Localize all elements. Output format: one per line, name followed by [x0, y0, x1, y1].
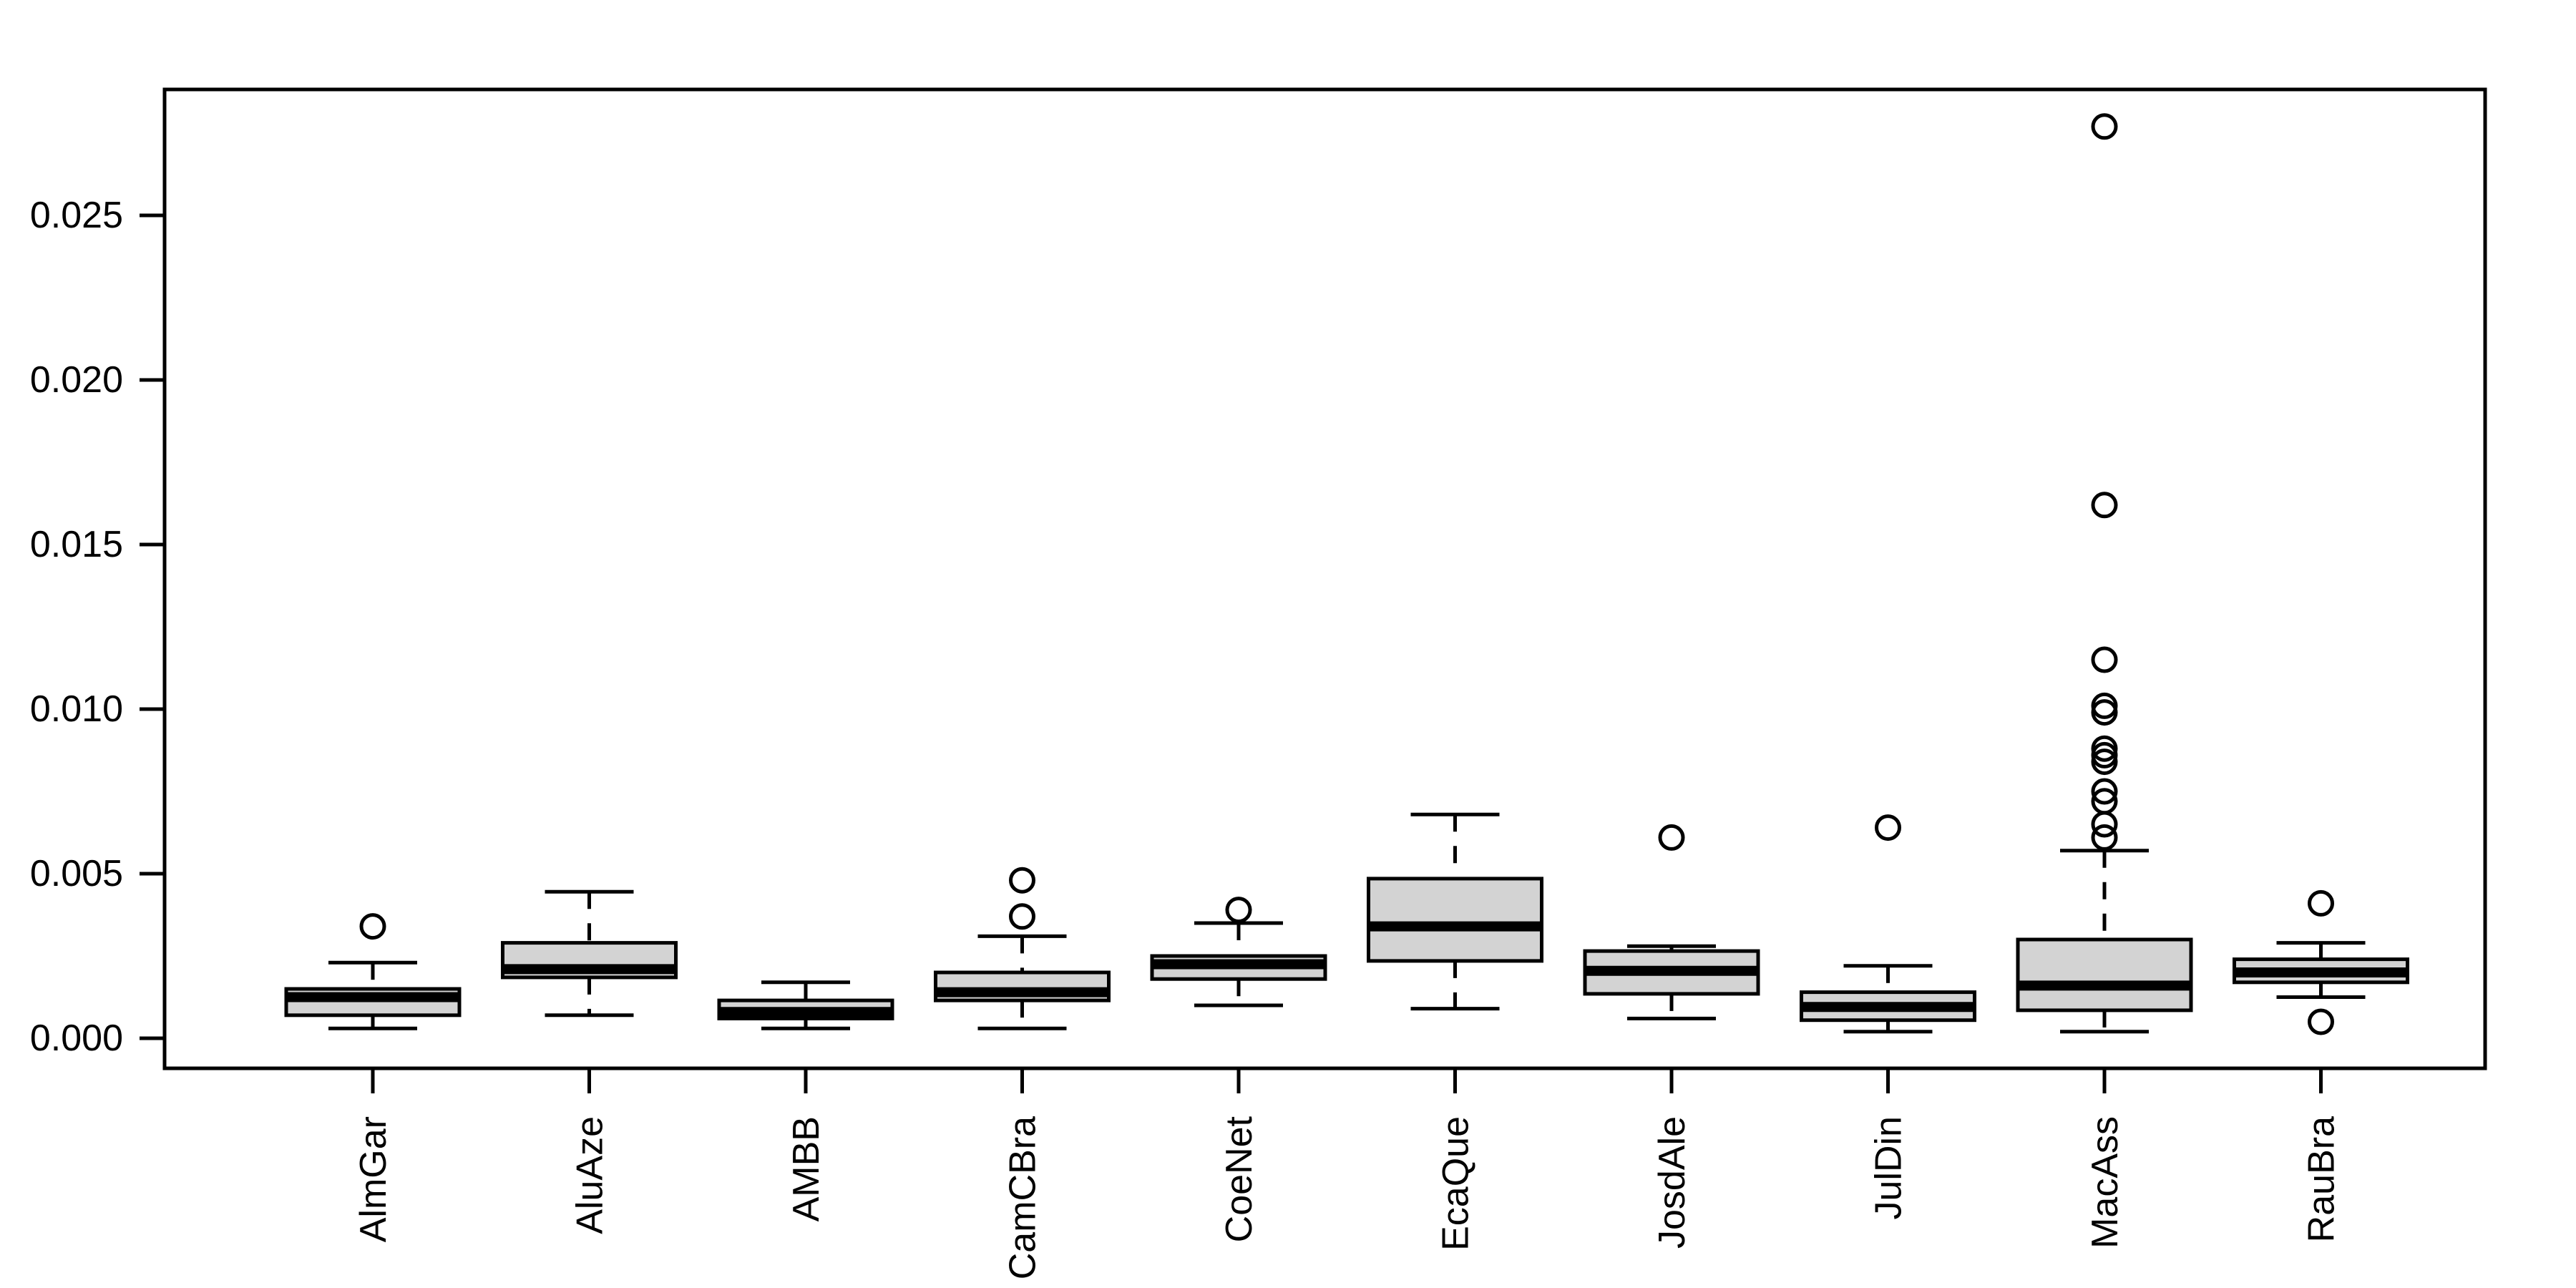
y-axis-tick-label: 0.005 — [30, 853, 123, 894]
outlier-point — [2091, 113, 2118, 140]
outlier-point — [2091, 646, 2118, 673]
boxplot-group-JosdAle: JosdAle — [1583, 824, 1760, 1249]
outlier-point — [1225, 897, 1252, 924]
outlier-point — [1009, 867, 1035, 894]
iqr-box — [1367, 877, 1543, 963]
boxplot-group-CoeNet: CoeNet — [1150, 897, 1327, 1242]
outlier-point — [2308, 889, 2334, 917]
outlier-point — [359, 913, 386, 940]
boxplot-group-JulDin: JulDin — [1800, 814, 1976, 1220]
outlier-point — [2091, 492, 2118, 519]
outlier-point — [2091, 778, 2118, 805]
boxplot-group-AlmGar: AlmGar — [284, 913, 462, 1242]
boxplot-group-CamCBra: CamCBra — [934, 867, 1111, 1279]
x-axis-category-label: JosdAle — [1652, 1116, 1693, 1249]
plot-frame — [162, 87, 2487, 1070]
x-axis-category-label: EcaQue — [1435, 1116, 1477, 1251]
x-axis-category-label: RauBra — [2301, 1116, 2343, 1242]
boxplot-group-MacAss: MacAss — [2016, 113, 2193, 1249]
outlier-point — [1875, 814, 1901, 841]
y-axis-tick-label: 0.025 — [30, 195, 123, 236]
x-axis-category-label: MacAss — [2084, 1116, 2126, 1249]
iqr-box — [2016, 937, 2193, 1013]
boxplot-group-AMBB: AMBB — [717, 980, 894, 1221]
outlier-point — [2091, 824, 2118, 851]
outlier-point — [1658, 824, 1685, 851]
x-axis-category-label: JulDin — [1868, 1116, 1910, 1220]
x-axis-category-label: AMBB — [786, 1116, 827, 1221]
x-axis-category-label: AluAze — [570, 1116, 611, 1234]
x-axis-category-label: AlmGar — [353, 1116, 394, 1242]
y-axis-tick-label: 0.000 — [30, 1018, 123, 1059]
y-axis-tick-label: 0.020 — [30, 359, 123, 401]
outlier-point — [2091, 692, 2118, 719]
x-axis-category-label: CoeNet — [1219, 1116, 1260, 1242]
y-axis-tick-label: 0.015 — [30, 524, 123, 565]
boxplot-group-RauBra: RauBra — [2233, 889, 2409, 1242]
boxplot-group-EcaQue: EcaQue — [1367, 812, 1543, 1251]
boxplot-group-AluAze: AluAze — [501, 889, 678, 1234]
y-axis-tick-label: 0.010 — [30, 688, 123, 730]
outlier-point — [2091, 788, 2118, 815]
x-axis-category-label: CamCBra — [1002, 1116, 1044, 1279]
outlier-point — [2308, 1008, 2334, 1035]
outlier-point — [1009, 903, 1035, 930]
outlier-point — [2091, 735, 2118, 762]
